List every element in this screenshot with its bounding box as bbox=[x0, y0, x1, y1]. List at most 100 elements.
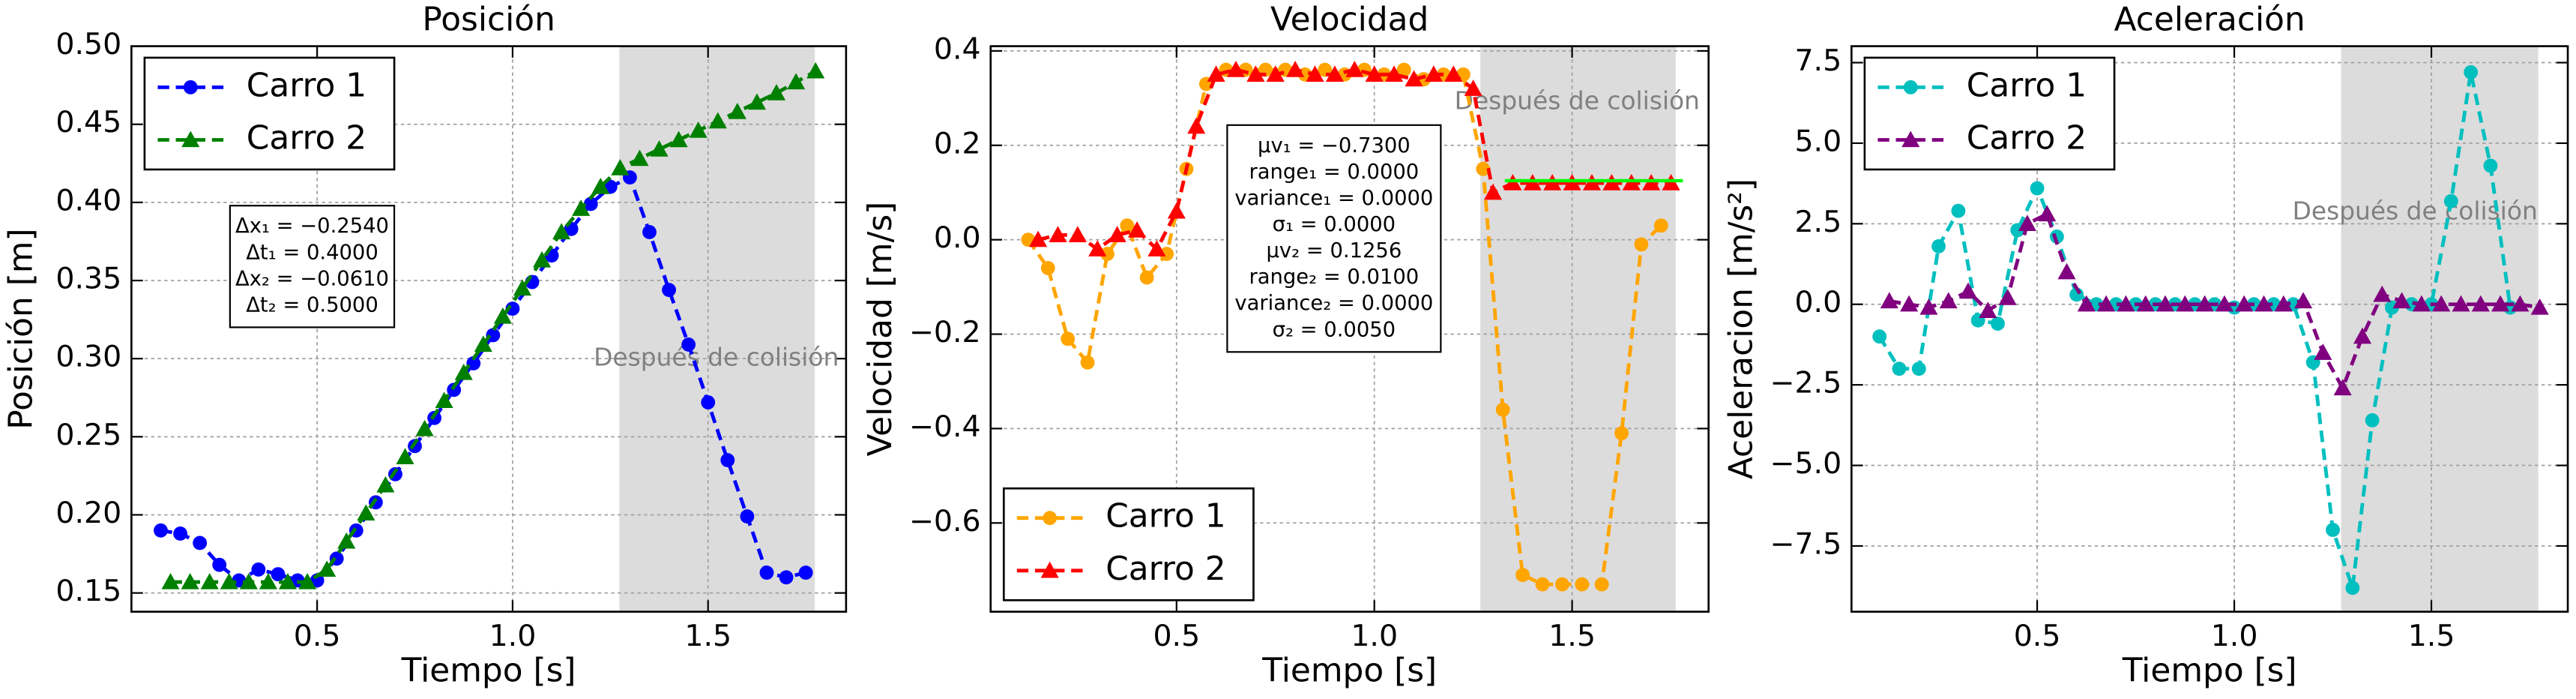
marker bbox=[396, 448, 414, 465]
marker bbox=[798, 566, 813, 580]
marker bbox=[1246, 65, 1265, 82]
marker bbox=[2195, 295, 2214, 312]
marker bbox=[2176, 295, 2195, 312]
legend-label: Carro 1 bbox=[1967, 66, 2087, 104]
y-axis-label: Posición [m] bbox=[2, 228, 40, 429]
legend: Carro 1 Carro 2 bbox=[143, 56, 396, 171]
marker bbox=[1120, 218, 1135, 233]
marker bbox=[513, 279, 532, 296]
marker bbox=[1068, 226, 1087, 242]
marker bbox=[720, 453, 735, 467]
marker bbox=[2215, 295, 2233, 312]
marker bbox=[1939, 292, 1958, 309]
marker bbox=[1900, 295, 1919, 312]
marker bbox=[747, 93, 766, 110]
marker bbox=[572, 200, 591, 216]
marker bbox=[1306, 65, 1324, 82]
marker bbox=[701, 395, 716, 410]
x-axis-label: Tiempo [s] bbox=[1261, 652, 1437, 690]
stats-box: Δx₁ = −0.2540 Δt₁ = 0.4000 Δx₂ = −0.0610 Δt… bbox=[229, 205, 396, 328]
marker bbox=[154, 523, 168, 538]
y-tick-label: 0.50 bbox=[55, 27, 121, 62]
marker bbox=[1554, 577, 1569, 592]
marker bbox=[2491, 295, 2510, 312]
chart-title: Velocidad bbox=[1270, 1, 1429, 39]
marker bbox=[583, 196, 598, 212]
y-tick-label: 0.45 bbox=[55, 105, 121, 140]
marker bbox=[2030, 181, 2045, 196]
marker bbox=[1127, 220, 1147, 238]
marker bbox=[1515, 568, 1530, 582]
marker bbox=[2049, 230, 2064, 244]
annotation: Después de colisión bbox=[594, 343, 839, 372]
marker bbox=[232, 573, 247, 588]
marker bbox=[2483, 158, 2498, 173]
x-tick-label: 1.5 bbox=[1548, 619, 1596, 653]
stats-line: Δt₁ = 0.4000 bbox=[246, 241, 378, 264]
legend-label: Carro 2 bbox=[1967, 119, 2087, 158]
marker bbox=[1424, 65, 1443, 82]
marker bbox=[1951, 203, 1966, 218]
legend: Carro 1 Carro 2 bbox=[1002, 487, 1255, 602]
chart-title: Aceleración bbox=[2114, 1, 2305, 39]
panel: −7.5 −5.0 −2.5 0.0 2.5 5.0 7.5 0.5 1.0 1.5 Después… bbox=[1722, 1, 2569, 690]
marker bbox=[650, 140, 669, 157]
marker bbox=[474, 335, 492, 352]
x-tick-label: 0.5 bbox=[294, 619, 341, 653]
marker bbox=[806, 62, 825, 79]
y-tick-label: 0.0 bbox=[934, 220, 981, 255]
marker bbox=[1207, 65, 1225, 82]
marker bbox=[2117, 295, 2135, 312]
marker bbox=[173, 526, 187, 541]
x-tick-label: 1.0 bbox=[489, 619, 537, 653]
marker bbox=[337, 532, 356, 549]
marker bbox=[2345, 580, 2360, 596]
y-tick-label: 7.5 bbox=[1794, 44, 1841, 78]
legend-frame bbox=[1002, 487, 1255, 602]
marker bbox=[2392, 292, 2411, 309]
legend-label: Carro 2 bbox=[247, 119, 367, 158]
plot-area bbox=[1021, 60, 1683, 592]
marker bbox=[2443, 194, 2458, 208]
y-tick-label: 0.25 bbox=[55, 418, 121, 452]
marker bbox=[1903, 80, 1918, 94]
marker bbox=[2511, 295, 2530, 312]
marker bbox=[759, 566, 774, 580]
x-tick-label: 1.0 bbox=[2211, 619, 2258, 653]
marker bbox=[2294, 292, 2313, 309]
marker bbox=[2156, 295, 2175, 312]
marker bbox=[1049, 226, 1067, 242]
marker bbox=[1266, 65, 1285, 82]
marker bbox=[662, 283, 676, 297]
marker bbox=[1495, 402, 1510, 417]
marker bbox=[357, 504, 375, 521]
marker bbox=[779, 570, 794, 585]
marker bbox=[1919, 298, 1938, 315]
y-tick-label: 0.20 bbox=[55, 496, 121, 530]
axes-frame bbox=[989, 45, 1710, 613]
y-tick-label: 0.30 bbox=[55, 340, 121, 374]
marker bbox=[1444, 65, 1463, 82]
marker bbox=[1476, 161, 1491, 176]
marker bbox=[708, 112, 727, 129]
x-tick-label: 1.0 bbox=[1351, 619, 1398, 653]
marker bbox=[1575, 577, 1590, 592]
y-tick-label: −2.5 bbox=[1770, 366, 1841, 400]
plot-area bbox=[154, 62, 825, 590]
marker bbox=[1483, 183, 1503, 200]
y-tick-label: −5.0 bbox=[1770, 446, 1841, 481]
marker bbox=[181, 130, 200, 148]
y-tick-label: 2.5 bbox=[1794, 205, 1841, 239]
axes-frame bbox=[130, 45, 848, 613]
marker bbox=[435, 392, 453, 409]
marker bbox=[2314, 344, 2332, 360]
marker bbox=[181, 572, 199, 590]
shaded-region bbox=[1480, 46, 1676, 612]
marker bbox=[2136, 295, 2155, 312]
marker bbox=[1998, 289, 2017, 305]
y-tick-label: −7.5 bbox=[1770, 526, 1841, 561]
marker bbox=[630, 149, 649, 166]
stats-line: σ₂ = 0.0050 bbox=[1273, 318, 1396, 341]
y-tick-label: 0.15 bbox=[55, 574, 121, 608]
marker bbox=[1979, 302, 1997, 318]
